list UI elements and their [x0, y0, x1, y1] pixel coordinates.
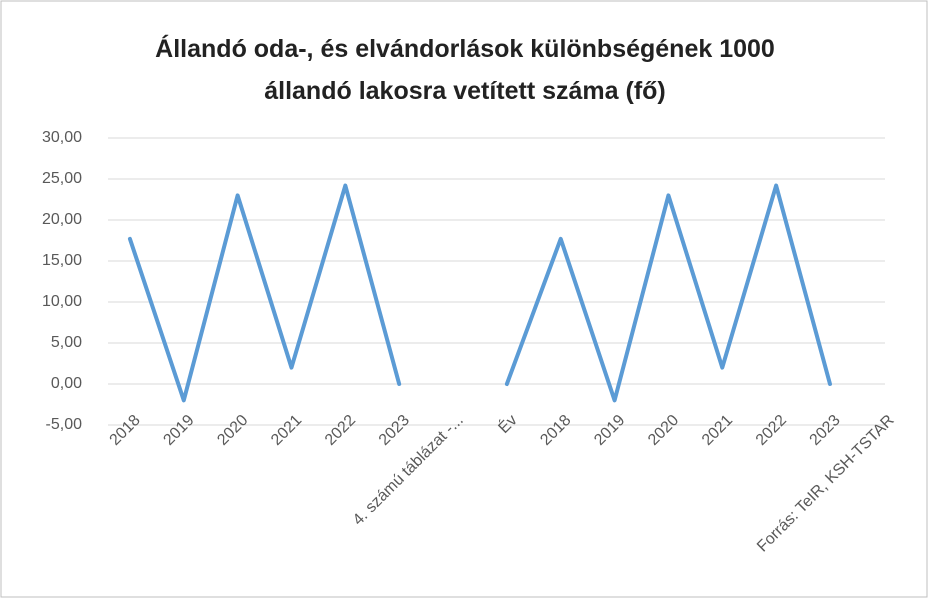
- y-tick-label: -5,00: [46, 416, 83, 433]
- x-tick-label: 2019: [591, 412, 628, 449]
- y-tick-label: 25,00: [42, 170, 82, 187]
- x-tick-label: 2018: [107, 412, 144, 449]
- chart-title: Állandó oda-, és elvándorlások különbség…: [155, 35, 775, 105]
- y-tick-label: 20,00: [42, 211, 82, 228]
- x-tick-label: 2022: [322, 412, 359, 449]
- y-tick-label: 5,00: [51, 334, 82, 351]
- y-tick-label: 0,00: [51, 375, 82, 392]
- x-tick-label: 2022: [753, 412, 790, 449]
- x-tick-label: 2019: [160, 412, 197, 449]
- data-line: [127, 183, 832, 403]
- x-tick-label: 2021: [699, 412, 736, 449]
- y-tick-label: 10,00: [42, 293, 82, 310]
- x-tick-label: 2023: [376, 412, 413, 449]
- x-tick-label: 2020: [214, 412, 251, 449]
- x-tick-label: 4. számú táblázat -...: [350, 412, 467, 529]
- x-tick-label: Év: [494, 410, 521, 437]
- x-tick-label: 2018: [537, 412, 574, 449]
- y-tick-label: 30,00: [42, 129, 82, 146]
- y-tick-label: 15,00: [42, 252, 82, 269]
- x-tick-label: 2021: [268, 412, 305, 449]
- x-tick-label: 2023: [807, 412, 844, 449]
- x-tick-label: 2020: [645, 412, 682, 449]
